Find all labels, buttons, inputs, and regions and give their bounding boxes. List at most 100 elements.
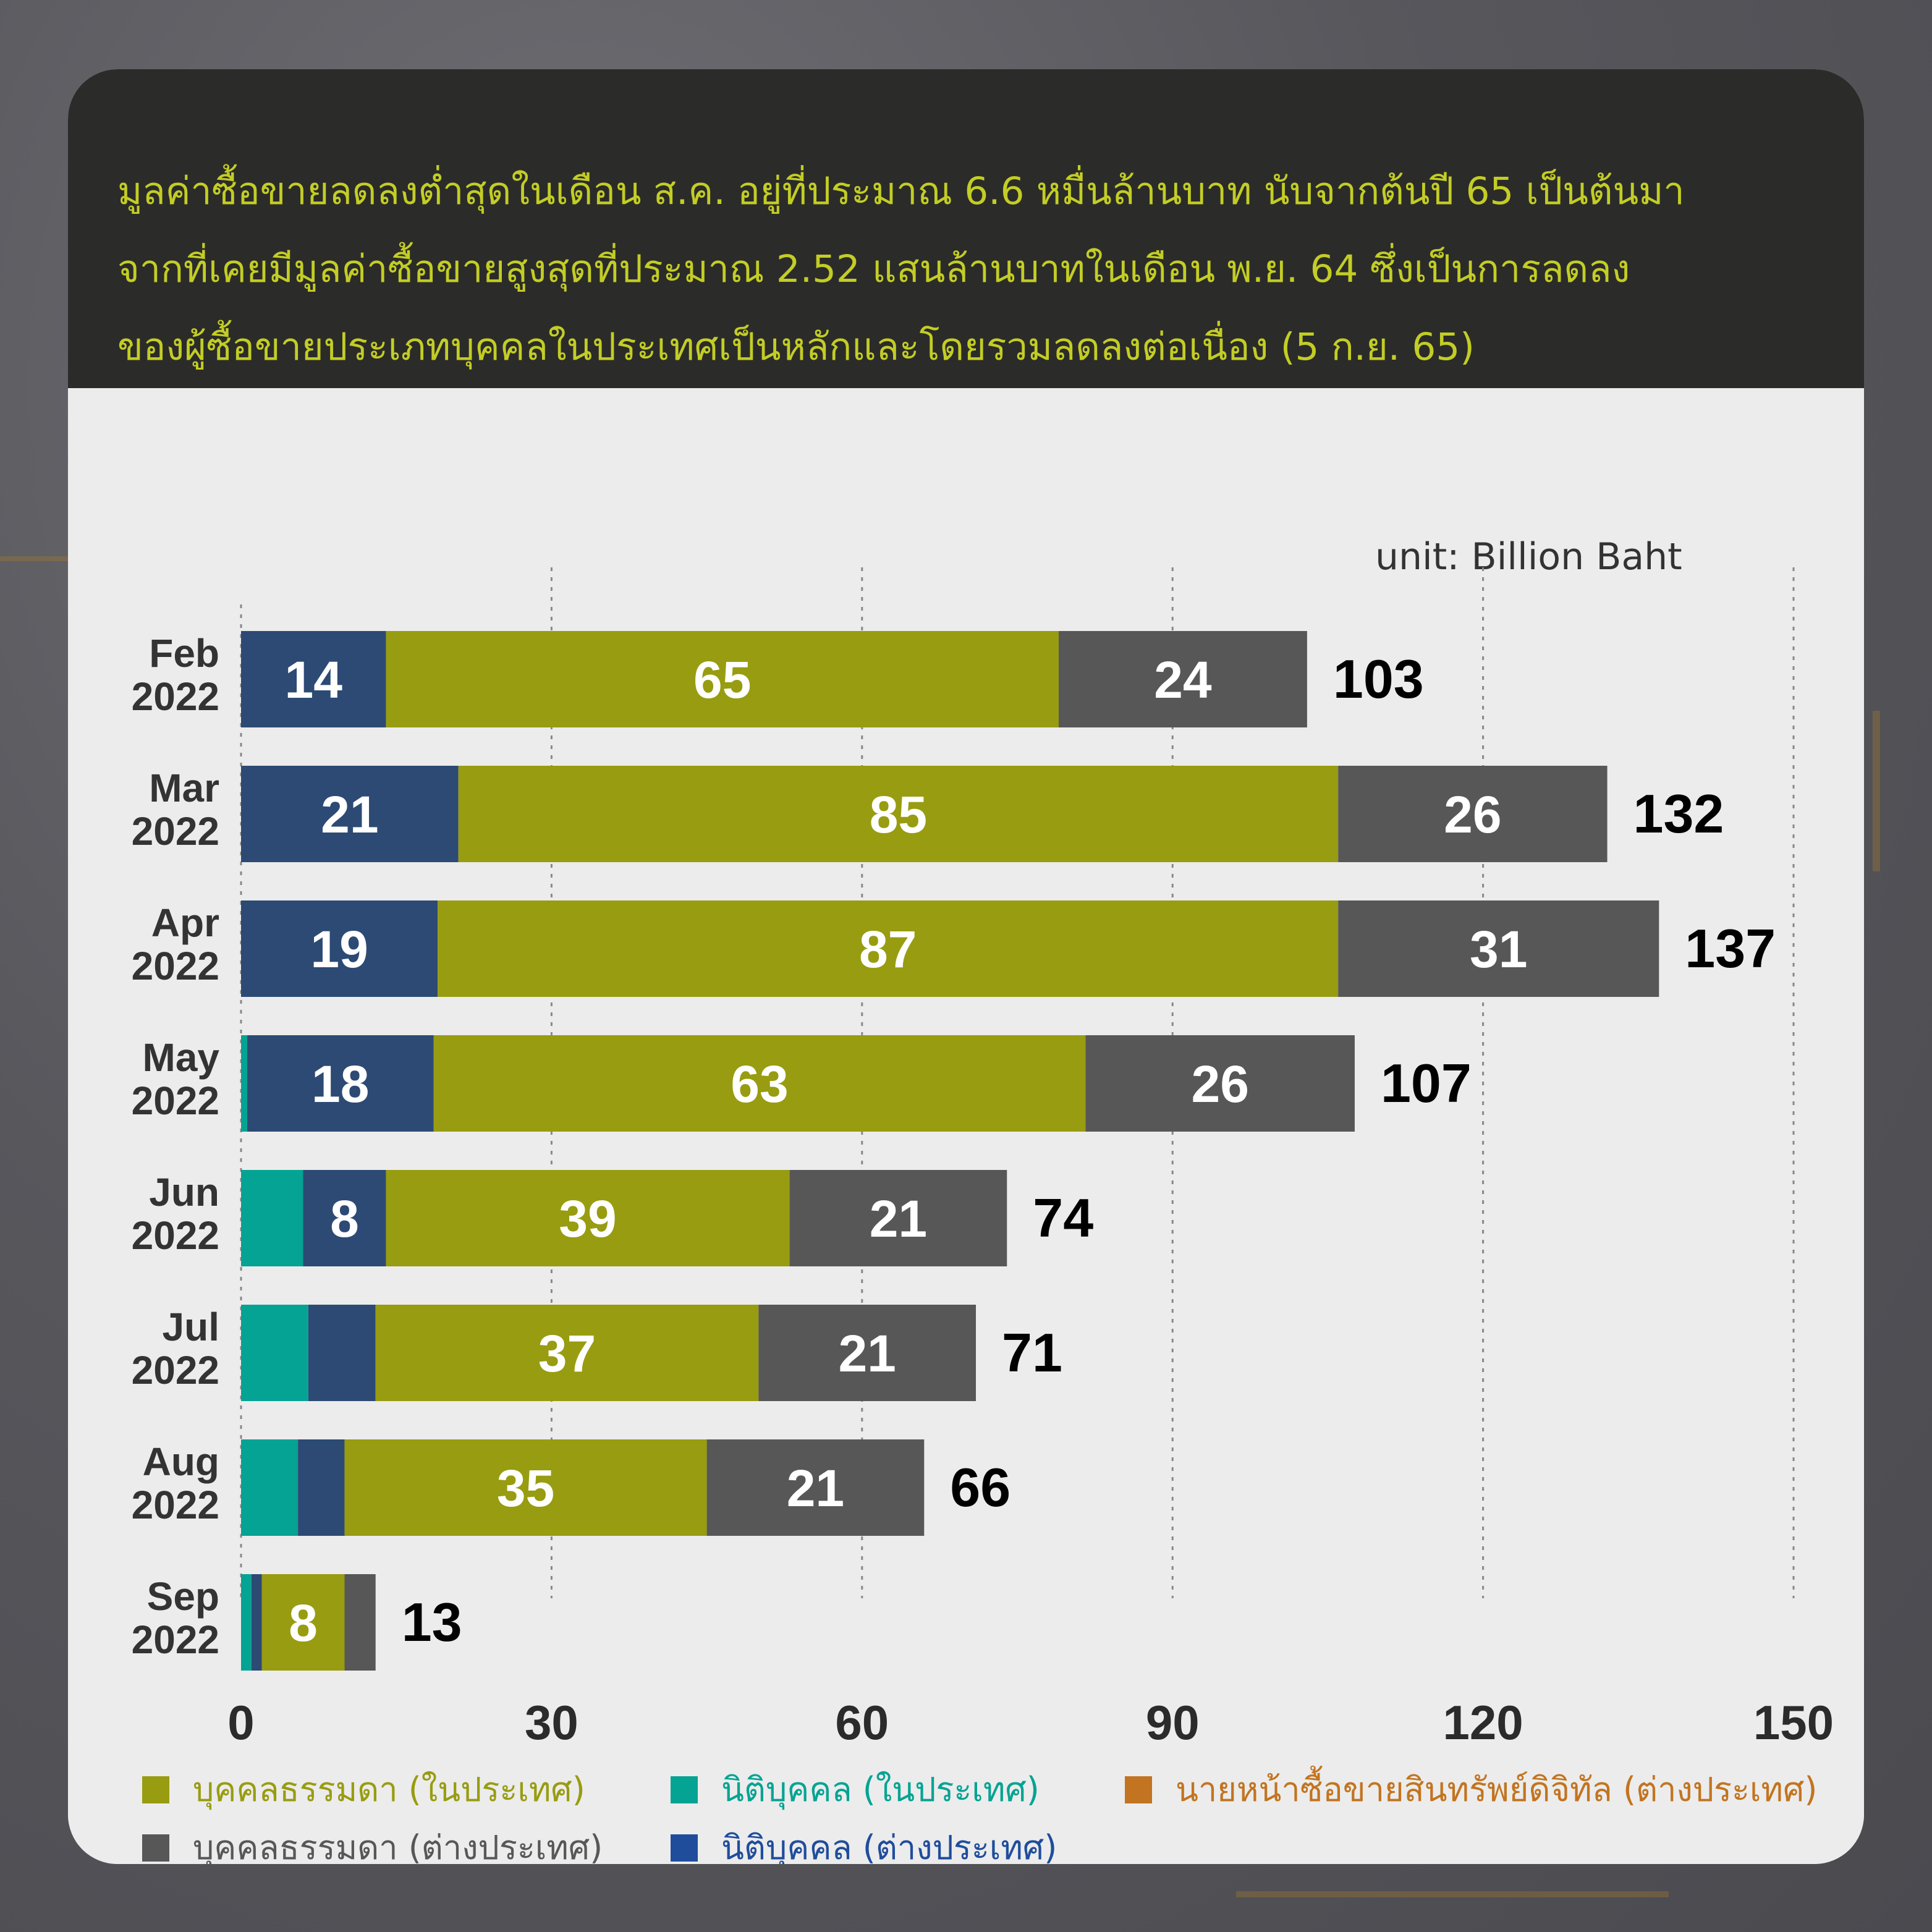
bar-segment: [241, 1439, 299, 1536]
x-tick-label: 120: [1443, 1695, 1523, 1750]
category-label-year: 2022: [132, 1617, 219, 1662]
bar-total-label: 13: [402, 1591, 462, 1653]
bar-value-label: 26: [1444, 786, 1501, 844]
bar-total-label: 132: [1633, 783, 1724, 844]
bar-segment: [1338, 900, 1659, 997]
bar-segment: [1338, 766, 1608, 862]
bar-value-label: 85: [870, 786, 927, 844]
category-label-month: Feb: [149, 631, 219, 676]
bar-segment: [247, 1035, 434, 1132]
bar-value-label: 35: [497, 1459, 554, 1517]
bar-segment: [241, 1035, 248, 1132]
bar-segment: [1085, 1035, 1355, 1132]
x-tick-label: 0: [227, 1695, 254, 1750]
bar-segment: [241, 900, 438, 997]
bar-segment: [344, 1439, 707, 1536]
bar-segment: [303, 1170, 386, 1266]
legend-label: นิติบุคคล (ต่างประเทศ): [721, 1828, 1057, 1864]
category-label-year: 2022: [132, 1483, 219, 1527]
bar-segment: [375, 1305, 759, 1401]
bar-segment: [386, 631, 1059, 727]
category-label-month: Jun: [149, 1170, 219, 1214]
bar-segment: [344, 1574, 376, 1671]
legend-label: บุคคลธรรมดา (ในประเทศ): [193, 1770, 585, 1809]
category-label-month: Aug: [143, 1439, 219, 1484]
header-banner: มูลค่าซื้อขายลดลงต่ำสุดในเดือน ส.ค. อยู่…: [68, 69, 1864, 388]
bar-segment: [261, 1574, 345, 1671]
legend-swatch: [671, 1834, 698, 1862]
bar-value-label: 31: [1470, 920, 1527, 978]
bar-segment: [458, 766, 1339, 862]
bar-value-label: 63: [731, 1055, 788, 1113]
bar-value-label: 21: [321, 786, 378, 844]
bar-segment: [706, 1439, 925, 1536]
bar-value-label: 14: [285, 651, 343, 709]
bar-segment: [241, 1305, 308, 1401]
category-label-year: 2022: [132, 1213, 219, 1258]
background-trace: [0, 556, 68, 561]
legend-swatch: [671, 1776, 698, 1803]
x-tick-label: 60: [835, 1695, 889, 1750]
category-label-year: 2022: [132, 944, 219, 988]
bar-segment: [789, 1170, 1007, 1266]
x-tick-label: 150: [1753, 1695, 1834, 1750]
category-label-year: 2022: [132, 1078, 219, 1123]
background-trace: [1873, 711, 1880, 871]
category-label-month: Mar: [149, 766, 219, 810]
bar-value-label: 18: [311, 1055, 369, 1113]
bar-total-label: 107: [1381, 1053, 1472, 1114]
bar-total-label: 137: [1685, 918, 1776, 979]
bar-segment: [1058, 631, 1307, 727]
header-line-3: ของผู้ซื้อขายประเภทบุคคลในประเทศเป็นหลัก…: [117, 325, 1475, 369]
bar-segment: [433, 1035, 1086, 1132]
bar-segment: [241, 1574, 252, 1671]
bar-total-label: 103: [1333, 648, 1424, 710]
category-label-year: 2022: [132, 1348, 219, 1392]
bar-value-label: 21: [787, 1459, 844, 1517]
bar-value-label: 21: [838, 1324, 896, 1383]
bar-segment: [241, 631, 386, 727]
legend-swatch: [1125, 1776, 1152, 1803]
bar-segment: [241, 1170, 303, 1266]
bar-value-label: 19: [310, 920, 368, 978]
bar-value-label: 37: [538, 1324, 596, 1383]
bar-segment: [298, 1439, 345, 1536]
header-line-1: มูลค่าซื้อขายลดลงต่ำสุดในเดือน ส.ค. อยู่…: [117, 169, 1685, 213]
legend-swatch: [142, 1834, 169, 1862]
category-label-month: Jul: [163, 1305, 219, 1349]
legend-label: นายหน้าซื้อขายสินทรัพย์ดิจิทัล (ต่างประเ…: [1176, 1770, 1818, 1809]
category-label-year: 2022: [132, 809, 219, 854]
bar-value-label: 39: [559, 1190, 616, 1248]
legend-label: บุคคลธรรมดา (ต่างประเทศ): [193, 1828, 603, 1864]
bar-value-label: 8: [289, 1594, 318, 1652]
bar-total-label: 74: [1033, 1187, 1093, 1248]
bar-segment: [251, 1574, 262, 1671]
legend-swatch: [142, 1776, 169, 1803]
bar-value-label: 21: [870, 1190, 927, 1248]
background-trace: [1236, 1891, 1669, 1897]
bar-segment: [386, 1170, 790, 1266]
category-label-month: May: [143, 1035, 220, 1080]
header-line-2: จากที่เคยมีมูลค่าซื้อขายสูงสุดที่ประมาณ …: [117, 247, 1630, 291]
bar-segment: [758, 1305, 977, 1401]
chart-area: unit: Billion Baht 0 30 60 90 120 150 Feb 2022 1…: [68, 388, 1864, 1864]
category-label-year: 2022: [132, 674, 219, 719]
bar-value-label: 24: [1154, 651, 1212, 709]
x-tick-label: 30: [525, 1695, 578, 1750]
category-label-month: Sep: [147, 1574, 219, 1619]
unit-label: unit: Billion Baht: [1375, 535, 1682, 578]
bar-value-label: 8: [330, 1190, 359, 1248]
bar-total-label: 66: [950, 1457, 1010, 1518]
x-tick-label: 90: [1146, 1695, 1200, 1750]
bar-total-label: 71: [1002, 1322, 1062, 1383]
infographic-card: มูลค่าซื้อขายลดลงต่ำสุดในเดือน ส.ค. อยู่…: [68, 69, 1864, 1864]
legend-label: นิติบุคคล (ในประเทศ): [721, 1770, 1040, 1809]
bar-value-label: 87: [859, 920, 917, 978]
bar-segment: [438, 900, 1339, 997]
bar-segment: [241, 766, 459, 862]
bar-value-label: 65: [693, 651, 751, 709]
bar-value-label: 26: [1192, 1055, 1249, 1113]
category-label-month: Apr: [151, 900, 219, 945]
bar-segment: [308, 1305, 376, 1401]
